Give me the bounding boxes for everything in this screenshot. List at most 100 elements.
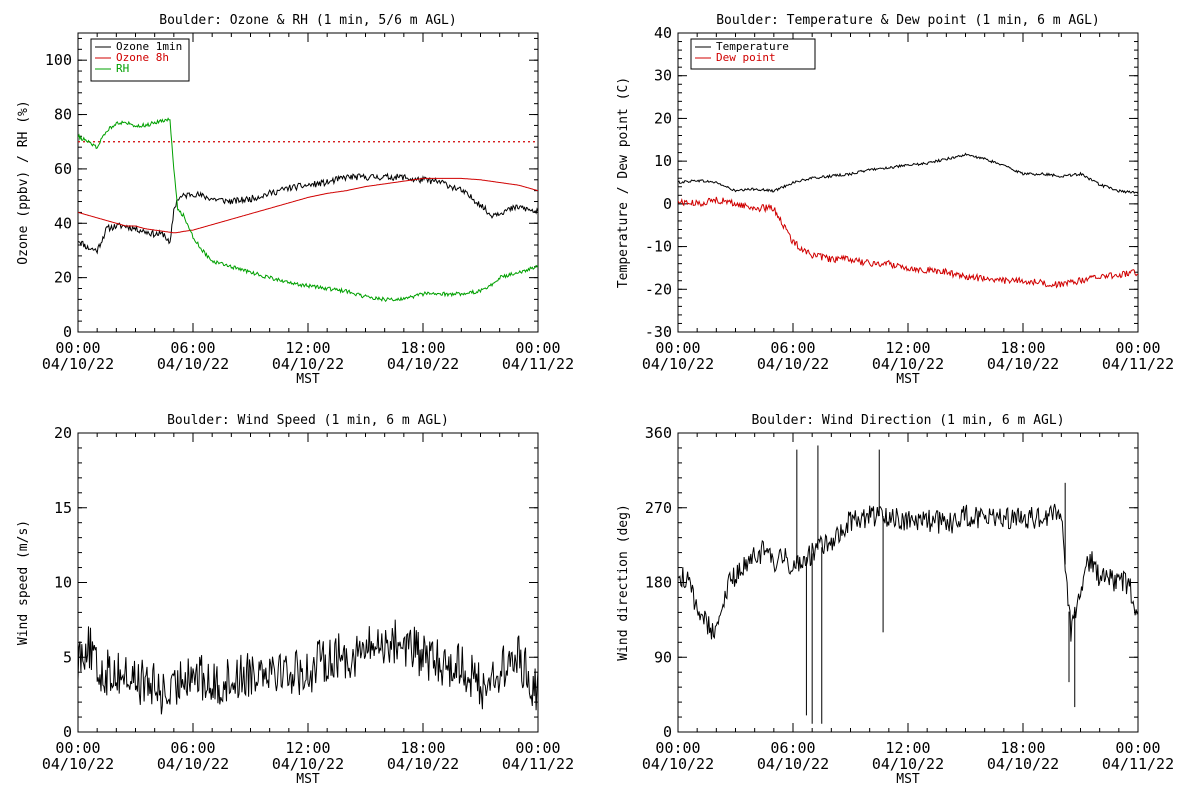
plot-frame <box>677 432 1139 733</box>
y-axis-label: Wind direction (deg) <box>616 504 631 661</box>
x-axis-label: MST <box>296 772 320 787</box>
x-tick-date: 04/10/22 <box>387 755 459 773</box>
legend-label: Ozone 1min <box>116 40 182 53</box>
x-tick-date: 04/11/22 <box>1102 355 1174 373</box>
series-line-temperature <box>678 152 1138 194</box>
x-tick-time: 00:00 <box>515 339 560 357</box>
x-axis-label: MST <box>896 372 920 387</box>
x-tick-date: 04/10/22 <box>872 355 944 373</box>
x-axis-label: MST <box>296 372 320 387</box>
y-tick-label: 90 <box>654 648 672 666</box>
x-tick-time: 12:00 <box>285 339 330 357</box>
x-tick-date: 04/10/22 <box>642 355 714 373</box>
series-group <box>78 117 538 303</box>
series-group <box>678 445 1138 724</box>
x-tick-date: 04/11/22 <box>502 755 574 773</box>
x-tick-time: 06:00 <box>770 739 815 757</box>
y-tick-label: 30 <box>654 67 672 85</box>
y-axis-label: Ozone (ppbv) / RH (%) <box>16 100 31 264</box>
x-tick-date: 04/10/22 <box>42 755 114 773</box>
y-axis-label: Temperature / Dew point (C) <box>616 77 631 288</box>
x-tick-date: 04/10/22 <box>987 355 1059 373</box>
x-tick-time: 18:00 <box>1000 739 1045 757</box>
y-tick-label: 0 <box>663 195 672 213</box>
ozone-rh-chart: Boulder: Ozone & RH (1 min, 5/6 m AGL) 0 2… <box>16 13 574 387</box>
x-tick-time: 00:00 <box>1115 739 1160 757</box>
y-tick-label: -30 <box>645 323 672 341</box>
series-line-ozone-1min <box>78 172 538 255</box>
x-tick-time: 18:00 <box>400 739 445 757</box>
y-tick-label: 180 <box>645 574 672 592</box>
series-group <box>678 152 1138 289</box>
y-tick-label: 80 <box>54 106 72 124</box>
wind-speed-chart: Boulder: Wind Speed (1 min, 6 m AGL) 0 5 10… <box>16 413 574 787</box>
chart-title: Boulder: Wind Direction (1 min, 6 m AGL) <box>751 413 1064 428</box>
legend-label: Dew point <box>716 51 776 64</box>
x-tick-time: 00:00 <box>1115 339 1160 357</box>
series-line-3 <box>678 503 1138 642</box>
x-tick-time: 00:00 <box>515 739 560 757</box>
chart-title: Boulder: Ozone & RH (1 min, 5/6 m AGL) <box>159 13 456 28</box>
y-tick-label: 270 <box>645 499 672 517</box>
legend-box <box>690 38 816 70</box>
legend-label: Temperature <box>716 40 789 53</box>
x-tick-date: 04/10/22 <box>387 355 459 373</box>
x-tick-date: 04/10/22 <box>642 755 714 773</box>
y-tick-label: 0 <box>663 723 672 741</box>
y-tick-label: 100 <box>45 51 72 69</box>
series-group <box>78 619 538 715</box>
x-tick-time: 18:00 <box>1000 339 1045 357</box>
x-tick-time: 12:00 <box>285 739 330 757</box>
x-tick-date: 04/10/22 <box>872 755 944 773</box>
wind-direction-chart: Boulder: Wind Direction (1 min, 6 m AGL)… <box>616 413 1174 787</box>
plot-frame <box>77 432 539 733</box>
chart-title: Boulder: Temperature & Dew point (1 min,… <box>716 13 1100 28</box>
y-tick-label: 0 <box>63 723 72 741</box>
x-tick-date: 04/11/22 <box>502 355 574 373</box>
x-tick-date: 04/10/22 <box>157 355 229 373</box>
x-tick-time: 00:00 <box>55 339 100 357</box>
series-line-2 <box>78 619 538 715</box>
y-tick-label: 20 <box>654 109 672 127</box>
x-tick-time: 00:00 <box>655 739 700 757</box>
x-tick-time: 06:00 <box>770 339 815 357</box>
y-axis-label: Wind speed (m/s) <box>16 520 31 645</box>
x-axis-label: MST <box>896 772 920 787</box>
x-tick-date: 04/10/22 <box>272 355 344 373</box>
x-tick-time: 00:00 <box>55 739 100 757</box>
chart-title: Boulder: Wind Speed (1 min, 6 m AGL) <box>167 413 449 428</box>
x-tick-time: 12:00 <box>885 339 930 357</box>
legend-box <box>90 38 190 82</box>
x-tick-time: 12:00 <box>885 739 930 757</box>
legend-label: RH <box>116 62 129 75</box>
y-tick-label: 60 <box>54 160 72 178</box>
y-tick-label: 20 <box>54 424 72 442</box>
x-tick-time: 06:00 <box>170 739 215 757</box>
y-tick-label: 0 <box>63 323 72 341</box>
legend-label: Ozone 8h <box>116 51 169 64</box>
y-tick-label: 5 <box>63 648 72 666</box>
y-tick-label: 40 <box>54 214 72 232</box>
x-tick-time: 00:00 <box>655 339 700 357</box>
x-tick-date: 04/10/22 <box>757 755 829 773</box>
y-tick-label: 20 <box>54 269 72 287</box>
y-tick-label: 360 <box>645 424 672 442</box>
y-tick-label: -20 <box>645 280 672 298</box>
y-tick-label: 40 <box>654 24 672 42</box>
series-line-ozone-8h <box>78 177 538 234</box>
x-tick-date: 04/10/22 <box>157 755 229 773</box>
x-tick-date: 04/10/22 <box>42 355 114 373</box>
x-tick-time: 06:00 <box>170 339 215 357</box>
plot-frame <box>677 32 1139 333</box>
temperature-dewpoint-chart: Boulder: Temperature & Dew point (1 min,… <box>616 13 1174 387</box>
y-tick-label: -10 <box>645 238 672 256</box>
series-line-dew-point <box>678 196 1138 289</box>
x-tick-date: 04/10/22 <box>987 755 1059 773</box>
y-tick-label: 10 <box>54 574 72 592</box>
x-tick-date: 04/10/22 <box>272 755 344 773</box>
series-line-rh <box>78 117 538 303</box>
y-tick-label: 10 <box>654 152 672 170</box>
x-tick-date: 04/11/22 <box>1102 755 1174 773</box>
x-tick-date: 04/10/22 <box>757 355 829 373</box>
